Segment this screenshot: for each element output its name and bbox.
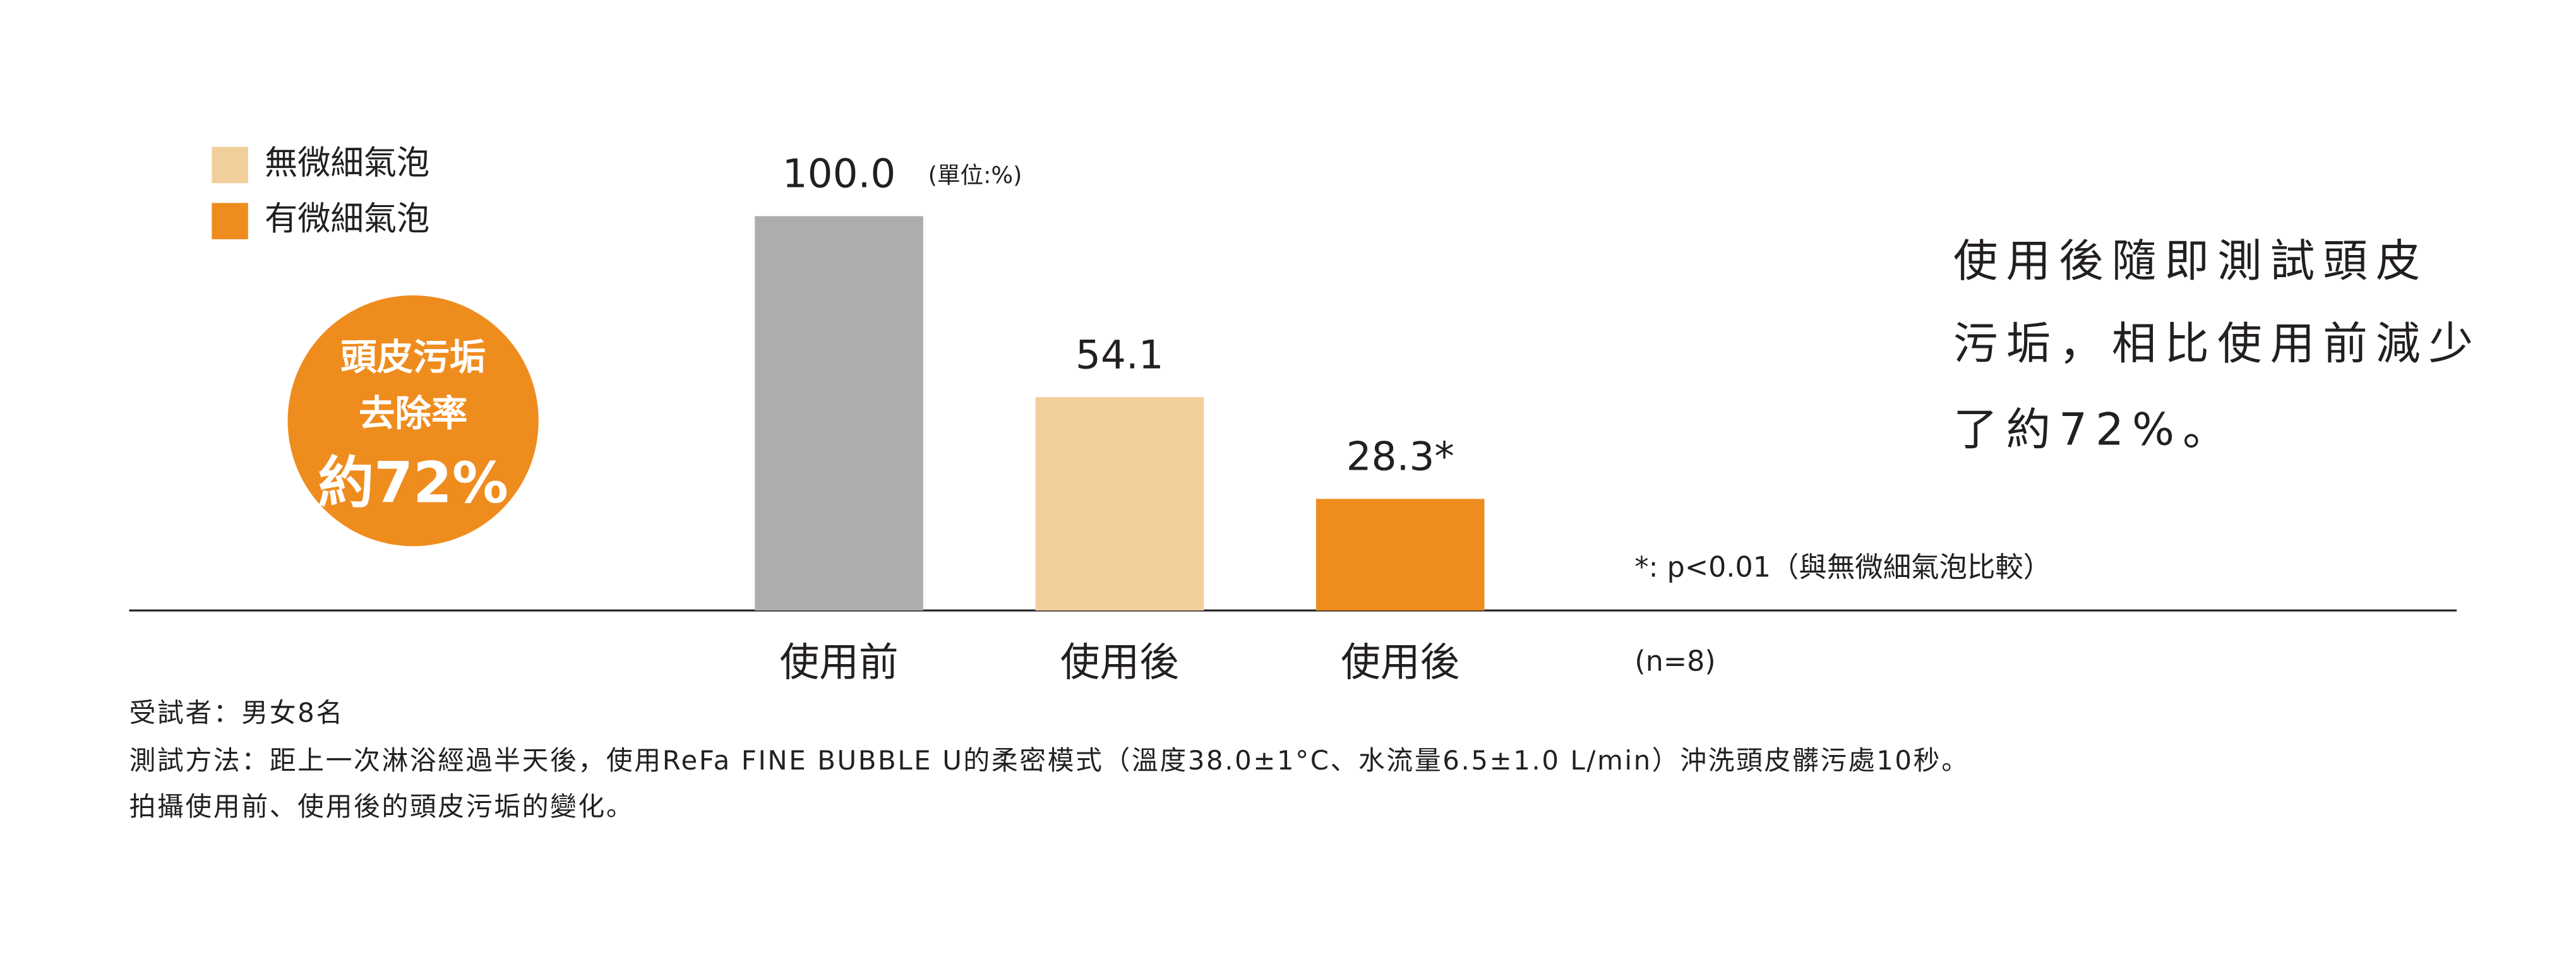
bar — [755, 216, 923, 611]
value-label: 28.3* — [1346, 434, 1454, 480]
significance-note: *: p<0.01（與無微細氣泡比較） — [1634, 552, 2051, 584]
summary: 污垢，相比使用前減少 — [1953, 317, 2481, 369]
summary: 了約72%。 — [1953, 403, 2236, 455]
sample-note: (n=8) — [1634, 646, 1715, 678]
unit-note: (單位:%) — [928, 162, 1022, 189]
legend-label: 無微細氣泡 — [265, 143, 429, 182]
x-tick-label: 使用前 — [779, 639, 898, 685]
legend-swatch — [212, 146, 248, 184]
x-tick-label: 使用後 — [1060, 639, 1179, 685]
value-label: 54.1 — [1075, 331, 1164, 377]
bar — [1035, 397, 1204, 611]
footnote: 拍攝使用前、使用後的頭皮污垢的變化。 — [129, 791, 635, 822]
value-label: 100.0 — [782, 151, 896, 197]
legend-swatch — [212, 203, 248, 239]
badge-text: 約72% — [318, 450, 508, 515]
summary: 使用後隨即測試頭皮 — [1953, 235, 2429, 287]
badge-text: 去除率 — [359, 392, 467, 434]
badge-text: 頭皮污垢 — [340, 336, 486, 378]
x-tick-label: 使用後 — [1341, 639, 1459, 685]
badge — [287, 295, 539, 547]
legend-label: 有微細氣泡 — [265, 199, 429, 238]
bar — [1315, 499, 1485, 611]
footnote: 測試方法：距上一次淋浴經過半天後，使用ReFa FINE BUBBLE U的柔密… — [129, 745, 1970, 776]
footnote: 受試者：男女8名 — [129, 697, 344, 728]
